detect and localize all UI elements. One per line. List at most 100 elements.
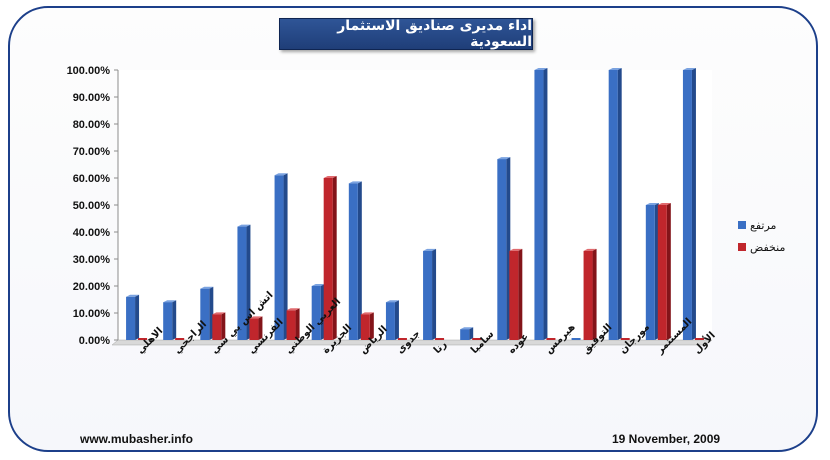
bar-base: [397, 338, 407, 340]
bar-front: [360, 314, 370, 340]
bar-top: [323, 176, 337, 178]
bar-high: [348, 181, 362, 340]
bar-front: [212, 314, 222, 340]
bar-front: [126, 296, 136, 340]
bar-top: [583, 248, 597, 251]
bar-front: [249, 318, 259, 340]
bar-front: [385, 302, 395, 340]
bar-front: [534, 70, 544, 340]
y-tick-label: 60.00%: [73, 173, 111, 185]
bar-side: [543, 68, 548, 340]
legend-swatch-high: [738, 221, 746, 229]
bar-base: [571, 338, 581, 340]
chart-title: اداء مديرى صناديق الاستثمار السعودية: [279, 18, 533, 50]
legend-item-high: مرتفع: [738, 214, 785, 236]
bar-side: [432, 248, 437, 340]
bar-high: [274, 173, 288, 340]
y-tick-label: 70.00%: [73, 146, 111, 158]
y-tick-label: 100.00%: [67, 65, 111, 77]
bar-front: [286, 310, 296, 340]
bar-high: [571, 338, 581, 340]
bar-base: [435, 338, 445, 340]
bar-high: [645, 203, 659, 340]
bar-low: [138, 338, 148, 340]
bar-front: [274, 175, 284, 340]
chart-bars: [126, 68, 704, 340]
bar-side: [666, 203, 671, 340]
bar-top: [360, 312, 374, 315]
bar-side: [469, 327, 474, 340]
bar-front: [423, 250, 433, 340]
bar-side: [246, 224, 251, 340]
bar-low: [397, 338, 407, 340]
legend-item-low: منخفض: [738, 236, 785, 258]
bar-high: [608, 68, 622, 340]
bar-low: [323, 176, 337, 340]
bar-high: [385, 300, 399, 340]
bar-low: [175, 338, 185, 340]
bar-side: [135, 294, 140, 340]
bar-top: [212, 312, 226, 315]
bar-top: [509, 248, 523, 251]
bar-top: [274, 173, 288, 176]
bar-low: [694, 338, 704, 340]
bar-top: [237, 224, 251, 227]
bar-top: [311, 284, 325, 286]
y-tick-label: 40.00%: [73, 227, 111, 239]
bar-base: [546, 338, 556, 340]
bar-top: [534, 68, 548, 70]
y-tick-label: 10.00%: [73, 308, 111, 320]
bar-top: [200, 286, 214, 289]
bar-front: [200, 288, 210, 340]
bar-top: [423, 248, 437, 251]
bar-high: [423, 248, 437, 340]
bar-front: [460, 329, 470, 340]
bar-front: [509, 250, 519, 340]
bar-base: [620, 338, 630, 340]
bar-top: [249, 316, 263, 319]
bar-low: [249, 316, 263, 340]
y-tick-label: 0.00%: [79, 335, 110, 347]
bar-front: [348, 183, 358, 340]
bar-high: [126, 294, 140, 340]
footer-date: 19 November, 2009: [612, 432, 721, 446]
y-tick-label: 50.00%: [73, 200, 111, 212]
bar-top: [126, 294, 140, 297]
bar-top: [608, 68, 622, 70]
bar-side: [172, 300, 177, 340]
bar-base: [138, 338, 148, 340]
bar-top: [385, 300, 399, 303]
bar-high: [163, 300, 177, 340]
bar-top: [286, 308, 300, 311]
bar-low: [546, 338, 556, 340]
y-axis-ticks: 0.00% 10.00% 20.00% 30.00% 40.00% 50.00% 60.00…: [67, 65, 118, 347]
bar-front: [657, 205, 667, 340]
legend-swatch-low: [738, 243, 746, 251]
bar-low: [360, 312, 374, 340]
bar-side: [258, 316, 263, 340]
bar-top: [645, 203, 659, 205]
footer-website: www.mubasher.info: [80, 432, 193, 446]
legend: مرتفع منخفض: [738, 214, 785, 258]
legend-label-high: مرتفع: [750, 218, 777, 232]
bar-side: [283, 173, 288, 340]
bar-low: [286, 308, 300, 340]
bar-base: [472, 338, 482, 340]
bar-front: [497, 159, 507, 340]
bar-low: [435, 338, 445, 340]
bar-side: [518, 248, 523, 340]
bar-side: [357, 181, 362, 340]
bar-front: [608, 70, 618, 340]
bar-side: [221, 312, 226, 340]
bar-top: [163, 300, 177, 303]
bar-high: [460, 327, 474, 340]
bar-front: [163, 302, 173, 340]
bar-top: [348, 181, 362, 184]
bar-base: [175, 338, 185, 340]
bar-side: [691, 68, 696, 340]
bar-side: [332, 176, 337, 340]
bar-front: [237, 226, 247, 340]
bar-front: [323, 178, 333, 340]
bar-front: [583, 250, 593, 340]
